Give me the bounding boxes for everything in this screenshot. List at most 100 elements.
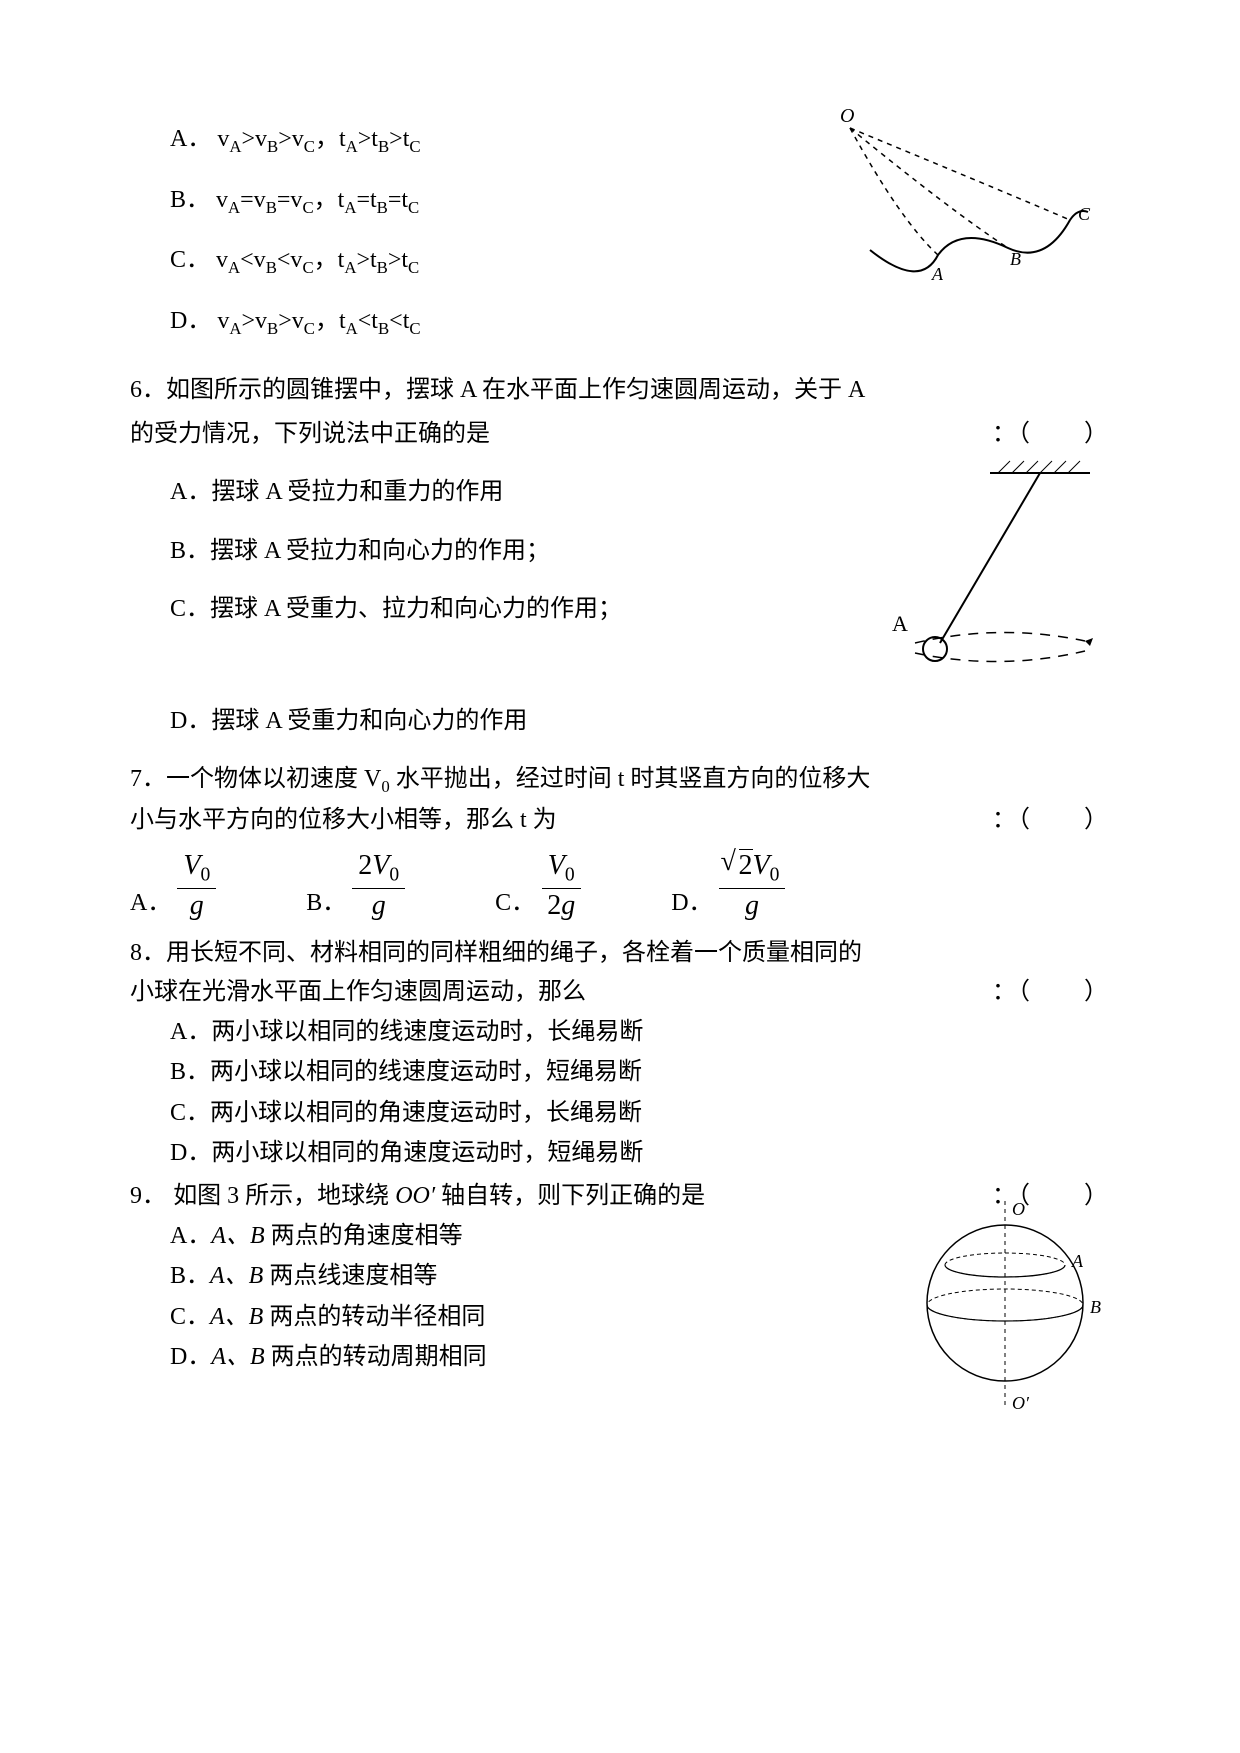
q5-option-d: D． vA>vB>vC，tA<tB<tC xyxy=(170,302,810,343)
opt-text: vA<vB<vC，tA>tB>tC xyxy=(216,247,419,273)
opt-text: 两点的转动半径相同 xyxy=(263,1304,485,1330)
q5-block: A． vA>vB>vC，tA>tB>tC B． vA=vB=vC，tA=tB=t… xyxy=(130,100,1110,363)
q6-number: 6． xyxy=(130,377,166,403)
q7-option-a: A． V0 g xyxy=(130,849,216,922)
opt-ab: A、B xyxy=(211,1344,264,1370)
q8-line2-row: 小球在光滑水平面上作匀速圆周运动，那么 ：（ ） xyxy=(130,973,1110,1011)
q5-figure: O A B C xyxy=(810,100,1110,312)
q7-line2: 小与水平方向的位移大小相等，那么 t 为 xyxy=(130,801,557,839)
q9-option-a: A．A、B 两点的角速度相等 xyxy=(170,1217,900,1255)
label-a: A xyxy=(931,264,944,284)
opt-label: A． xyxy=(170,126,211,152)
label-c: C xyxy=(1078,204,1091,224)
q6-option-d: D．摆球 A 受重力和向心力的作用 xyxy=(170,702,1110,740)
label-op: O′ xyxy=(1012,1393,1030,1413)
q8-options: A．两小球以相同的线速度运动时，长绳易断 B．两小球以相同的线速度运动时，短绳易… xyxy=(130,1013,1110,1173)
q6-option-a: A．摆球 A 受拉力和重力的作用 xyxy=(170,473,880,511)
q6-line2: 的受力情况，下列说法中正确的是 xyxy=(130,415,490,453)
fraction: V0 g xyxy=(177,851,216,922)
q7-t1b: 水平抛出，经过时间 t 时其竖直方向的位移大 xyxy=(390,766,871,792)
opt-text: 两小球以相同的角速度运动时，长绳易断 xyxy=(210,1100,642,1126)
q9-option-b: B．A、B 两点线速度相等 xyxy=(170,1257,900,1295)
q6-option-c: C．摆球 A 受重力、拉力和向心力的作用； xyxy=(170,590,880,628)
opt-label: C． xyxy=(170,1100,210,1126)
q6-block: A．摆球 A 受拉力和重力的作用 B．摆球 A 受拉力和向心力的作用； C．摆球… xyxy=(130,453,1110,685)
q9-b: 轴自转，则下列正确的是 xyxy=(435,1183,705,1209)
opt-label: D． xyxy=(170,308,211,334)
q8-option-b: B．两小球以相同的线速度运动时，短绳易断 xyxy=(170,1053,1110,1091)
opt-label: A． xyxy=(130,884,171,922)
label-a: A xyxy=(892,611,908,636)
fraction: V0 2g xyxy=(541,851,581,922)
q8-blank: ：（ ） xyxy=(992,973,1110,1011)
label-o: O xyxy=(840,105,854,127)
fraction: 2V0 g xyxy=(719,849,786,922)
opt-label: C． xyxy=(170,247,210,273)
opt-label: C． xyxy=(495,884,535,922)
opt-text: 摆球 A 受拉力和重力的作用 xyxy=(211,479,503,505)
q9-number: 9． xyxy=(130,1183,166,1209)
opt-label: C． xyxy=(170,1304,210,1330)
opt-text: 两小球以相同的线速度运动时，短绳易断 xyxy=(210,1059,642,1085)
q6-figure: A xyxy=(880,453,1110,685)
opt-label: D． xyxy=(671,884,712,922)
q9-ital: OO′ xyxy=(395,1183,435,1209)
opt-text: vA>vB>vC，tA<tB<tC xyxy=(217,308,420,334)
q8-option-c: C．两小球以相同的角速度运动时，长绳易断 xyxy=(170,1094,1110,1132)
q7-line2-row: 小与水平方向的位移大小相等，那么 t 为 ：（ ） xyxy=(130,801,1110,839)
opt-text: 两小球以相同的线速度运动时，长绳易断 xyxy=(211,1019,643,1045)
opt-label: D． xyxy=(170,1344,211,1370)
opt-label: D． xyxy=(170,708,211,734)
q8-line2: 小球在光滑水平面上作匀速圆周运动，那么 xyxy=(130,973,586,1011)
q6-line1: 如图所示的圆锥摆中，摆球 A 在水平面上作匀速圆周运动，关于 A xyxy=(166,377,865,403)
opt-text: 两点的转动周期相同 xyxy=(265,1344,487,1370)
q8-option-d: D．两小球以相同的角速度运动时，短绳易断 xyxy=(170,1134,1110,1172)
q7-option-c: C． V0 2g xyxy=(495,849,581,922)
q5-option-a: A． vA>vB>vC，tA>tB>tC xyxy=(170,120,810,161)
opt-ab: A、B xyxy=(211,1223,264,1249)
opt-text: vA=vB=vC，tA=tB=tC xyxy=(216,187,419,213)
opt-text: 两小球以相同的角速度运动时，短绳易断 xyxy=(211,1140,643,1166)
opt-label: B． xyxy=(170,538,210,564)
opt-label: B． xyxy=(170,187,210,213)
label-o: O xyxy=(1012,1199,1025,1219)
opt-label: B． xyxy=(306,884,346,922)
q7-stem: 7．一个物体以初速度 V0 水平抛出，经过时间 t 时其竖直方向的位移大 xyxy=(130,760,1110,801)
opt-label: D． xyxy=(170,1140,211,1166)
opt-label: A． xyxy=(170,479,211,505)
q7-options: A． V0 g B． 2V0 g C． V0 2g D． 2V0 g xyxy=(130,849,1110,922)
earth-rotation-icon: O O′ A B xyxy=(900,1195,1110,1415)
q6-stem: 6．如图所示的圆锥摆中，摆球 A 在水平面上作匀速圆周运动，关于 A xyxy=(130,371,1110,409)
opt-label: C． xyxy=(170,596,210,622)
label-b: B xyxy=(1090,1297,1101,1317)
q7-option-b: B． 2V0 g xyxy=(306,849,405,922)
q8-stem: 8．用长短不同、材料相同的同样粗细的绳子，各栓着一个质量相同的 xyxy=(130,934,1110,972)
q5-option-c: C． vA<vB<vC，tA>tB>tC xyxy=(170,241,810,282)
q8-number: 8． xyxy=(130,940,166,966)
q7-blank: ：（ ） xyxy=(992,801,1110,839)
q6-option-d-row: D．摆球 A 受重力和向心力的作用 xyxy=(130,702,1110,740)
q5-options: A． vA>vB>vC，tA>tB>tC B． vA=vB=vC，tA=tB=t… xyxy=(130,120,810,343)
conical-pendulum-icon: A xyxy=(880,453,1110,673)
q8-line1: 用长短不同、材料相同的同样粗细的绳子，各栓着一个质量相同的 xyxy=(166,940,862,966)
q9-a: 如图 3 所示，地球绕 xyxy=(173,1183,395,1209)
q9-figure: O O′ A B xyxy=(900,1195,1110,1427)
opt-ab: A、B xyxy=(210,1304,263,1330)
q9-stem: 9． 如图 3 所示，地球绕 OO′ 轴自转，则下列正确的是 xyxy=(130,1177,705,1215)
opt-text: 摆球 A 受拉力和向心力的作用； xyxy=(210,538,550,564)
q9-option-d: D．A、B 两点的转动周期相同 xyxy=(170,1338,900,1376)
q6-option-b: B．摆球 A 受拉力和向心力的作用； xyxy=(170,532,880,570)
opt-label: A． xyxy=(170,1223,211,1249)
opt-label: B． xyxy=(170,1059,210,1085)
opt-text: 两点线速度相等 xyxy=(263,1263,437,1289)
q6-line2-row: 的受力情况，下列说法中正确的是 ：（ ） xyxy=(130,415,1110,453)
opt-text: 摆球 A 受重力和向心力的作用 xyxy=(211,708,527,734)
q6-options: A．摆球 A 受拉力和重力的作用 B．摆球 A 受拉力和向心力的作用； C．摆球… xyxy=(130,473,880,628)
q9-block: A．A、B 两点的角速度相等 B．A、B 两点线速度相等 C．A、B 两点的转动… xyxy=(130,1215,1110,1427)
opt-label: A． xyxy=(170,1019,211,1045)
q7-option-d: D． 2V0 g xyxy=(671,849,785,922)
opt-ab: A、B xyxy=(210,1263,263,1289)
opt-label: B． xyxy=(170,1263,210,1289)
opt-text: 摆球 A 受重力、拉力和向心力的作用； xyxy=(210,596,622,622)
fraction: 2V0 g xyxy=(352,851,405,922)
